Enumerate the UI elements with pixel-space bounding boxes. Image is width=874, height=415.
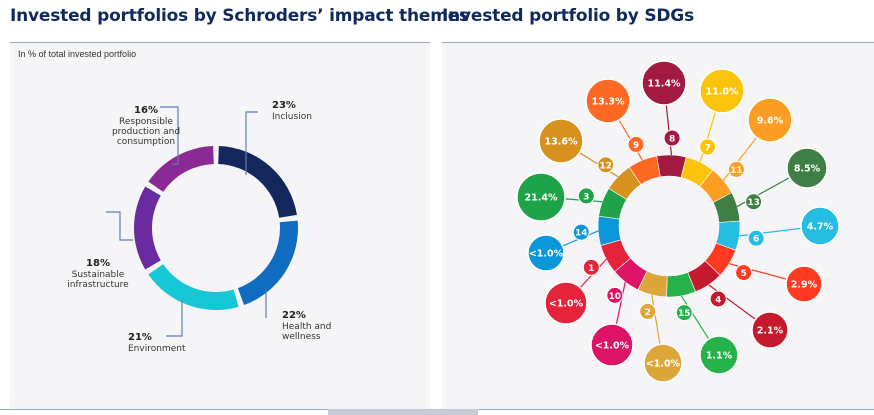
sdg-number-label: 14 — [575, 229, 588, 239]
sdg-value-label: <1.0% — [549, 299, 584, 310]
sdg-number-label: 11 — [730, 166, 743, 176]
left-chart-title: Invested portfolios by Schroders’ impact… — [10, 6, 469, 26]
sdg-value-bubble — [751, 311, 789, 349]
impact-value-label: 23% — [272, 100, 296, 111]
sdg-number-label: 5 — [740, 269, 746, 279]
sdg-value-bubble — [699, 68, 745, 114]
impact-slice-0 — [218, 146, 297, 218]
sdg-number-badge — [572, 223, 590, 241]
sdg-value-bubble — [527, 234, 565, 272]
sdg-value-bubble — [800, 206, 840, 246]
sdg-value-bubble — [786, 147, 828, 189]
horizontal-scrollbar[interactable] — [328, 409, 478, 415]
sdg-number-label: 10 — [609, 292, 622, 302]
impact-slice-4 — [148, 146, 214, 192]
impact-slice-3 — [134, 186, 161, 270]
sdg-value-label: 2.9% — [791, 280, 818, 291]
sdg-value-bubble — [538, 118, 584, 164]
impact-value-label: 16% — [134, 105, 158, 116]
sdg-value-label: <1.0% — [646, 359, 681, 370]
impact-category-label: Environment — [128, 344, 186, 354]
sdg-value-bubble — [585, 78, 631, 124]
sdg-value-label: 13.6% — [545, 137, 578, 148]
sdg-slice-9 — [628, 155, 661, 185]
sdg-value-label: <1.0% — [595, 341, 630, 352]
impact-category-label: consumption — [117, 137, 175, 147]
sdg-number-badge — [675, 304, 693, 322]
left-chart-subtitle: In % of total invested portfolio — [18, 49, 137, 59]
sdg-number-label: 7 — [704, 143, 710, 153]
impact-category-label: wellness — [282, 332, 321, 342]
sdg-number-badge — [627, 135, 645, 153]
sdg-number-badge — [699, 138, 717, 156]
impact-category-label: production and — [112, 127, 180, 137]
impact-leader-line — [106, 211, 133, 241]
sdg-number-label: 15 — [678, 309, 691, 319]
sdg-value-label: 1.1% — [706, 351, 733, 362]
sdg-value-label: 4.7% — [807, 222, 834, 233]
sdg-number-badge — [663, 129, 681, 147]
sdg-value-bubble — [699, 335, 739, 375]
sdg-value-bubble — [590, 323, 634, 367]
sdg-value-bubble — [785, 265, 823, 303]
impact-value-label: 18% — [86, 258, 110, 269]
impact-leader-line — [245, 111, 258, 175]
impact-slice-2 — [148, 264, 239, 310]
sdg-number-badge — [735, 264, 753, 282]
sdg-value-bubble — [544, 281, 588, 325]
impact-category-label: Inclusion — [272, 112, 312, 122]
sdg-number-badge — [709, 290, 727, 308]
sdg-number-label: 6 — [753, 235, 759, 245]
sdg-value-bubble — [747, 97, 793, 143]
sdg-number-label: 9 — [633, 141, 639, 151]
impact-leader-line — [166, 300, 183, 337]
impact-slice-1 — [237, 220, 298, 306]
sdg-number-label: 2 — [645, 308, 651, 318]
sdg-number-label: 8 — [669, 135, 675, 145]
sdg-value-label: 13.3% — [592, 97, 625, 108]
sdg-value-bubble — [643, 343, 683, 383]
sdg-number-label: 12 — [599, 161, 612, 171]
sdg-number-badge — [582, 258, 600, 276]
impact-category-label: Health and — [282, 322, 331, 332]
sdg-number-label: 13 — [747, 198, 760, 208]
impact-category-label: infrastructure — [67, 280, 129, 290]
sdg-number-badge — [745, 193, 763, 211]
sdg-number-label: 4 — [715, 295, 721, 305]
impact-value-label: 22% — [282, 310, 306, 321]
sdg-number-badge — [606, 286, 624, 304]
sdg-value-label: 9.6% — [757, 116, 784, 127]
right-chart-title: Invested portfolio by SDGs — [442, 6, 694, 26]
sdg-value-bubble — [516, 172, 566, 222]
sdg-value-label: 8.5% — [794, 164, 821, 175]
right-title-rule — [442, 42, 874, 43]
impact-leader-line — [160, 106, 179, 165]
impact-category-label: Responsible — [119, 117, 173, 127]
left-title-rule — [10, 42, 430, 43]
sdg-value-label: 2.1% — [757, 326, 784, 337]
sdg-value-bubble — [641, 60, 687, 106]
sdg-number-badge — [577, 187, 595, 205]
left-panel-background — [10, 43, 430, 409]
impact-value-label: 21% — [128, 332, 152, 343]
sdg-number-badge — [639, 302, 657, 320]
sdg-number-badge — [727, 160, 745, 178]
sdg-number-label: 3 — [583, 192, 589, 202]
sdg-value-label: 11.4% — [648, 79, 681, 90]
sdg-number-badge — [747, 229, 765, 247]
sdg-value-label: 11.0% — [706, 87, 739, 98]
sdg-value-label: <1.0% — [529, 249, 564, 260]
impact-category-label: Sustainable — [72, 270, 125, 280]
sdg-number-label: 1 — [588, 264, 594, 274]
sdg-value-label: 21.4% — [525, 193, 558, 204]
sdg-number-badge — [597, 156, 615, 174]
